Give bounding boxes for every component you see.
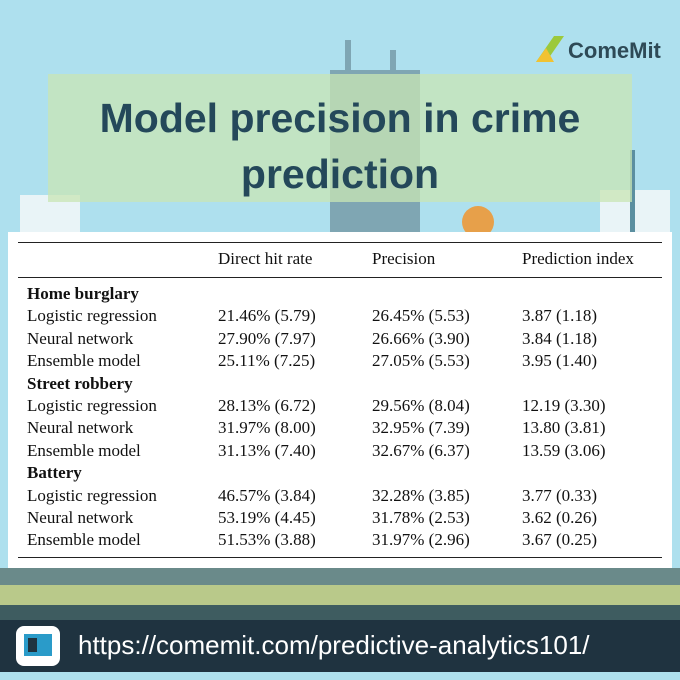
group-row: Home burglary — [8, 284, 672, 306]
cell: Home burglary — [27, 284, 139, 303]
cell: 12.19 (3.30) — [522, 396, 606, 415]
cell: 3.67 (0.25) — [522, 530, 598, 550]
cell: 32.95% (7.39) — [372, 418, 470, 438]
cell: 51.53% (3.88) — [218, 530, 316, 550]
cell: Neural network — [27, 508, 134, 527]
cell: 27.90% (7.97) — [218, 328, 316, 348]
header-row: Direct hit rate Precision Prediction index — [8, 249, 672, 271]
web-icon — [16, 626, 60, 666]
cell: 32.28% (3.85) — [372, 485, 470, 505]
cell: 31.13% (7.40) — [218, 440, 316, 460]
cell: 53.19% (4.45) — [218, 508, 316, 527]
rule — [18, 242, 662, 243]
table-row: Ensemble model 51.53% (3.88) 31.97% (2.96)… — [8, 530, 672, 552]
cell: 13.80 (3.81) — [522, 418, 606, 438]
cell: 3.84 (1.18) — [522, 328, 598, 348]
cell: 32.67% (6.37) — [372, 440, 470, 460]
cell: 3.87 (1.18) — [522, 306, 598, 326]
logo: ComeMit — [534, 32, 674, 68]
group-row: Battery — [8, 463, 672, 485]
table-row: Logistic regression 28.13% (6.72) 29.56% (… — [8, 396, 672, 418]
cell: Ensemble model — [27, 351, 141, 371]
cell: Logistic regression — [27, 396, 157, 415]
group-row: Street robbery — [8, 374, 672, 396]
cell: Ensemble model — [27, 530, 141, 550]
cell: Direct hit rate — [218, 249, 313, 268]
table-row: Neural network 53.19% (4.45) 31.78% (2.53)… — [8, 508, 672, 530]
cell: 26.66% (3.90) — [372, 328, 470, 348]
table-row: Logistic regression 46.57% (3.84) 32.28% (… — [8, 486, 672, 508]
title: Model precision in crime prediction — [99, 95, 581, 197]
cell: Ensemble model — [27, 440, 141, 460]
cell: 31.97% (2.96) — [372, 530, 470, 550]
cell: Neural network — [27, 418, 134, 438]
cell: 3.95 (1.40) — [522, 351, 598, 371]
table-row: Neural network 31.97% (8.00) 32.95% (7.39)… — [8, 418, 672, 440]
table-row: Ensemble model 25.11% (7.25) 27.05% (5.53)… — [8, 351, 672, 373]
cell: 27.05% (5.53) — [372, 351, 470, 371]
url[interactable]: https://comemit.com/predictive-analytics… — [78, 630, 590, 660]
cell: 31.78% (2.53) — [372, 508, 470, 527]
cell: Battery — [27, 463, 82, 483]
rule — [18, 277, 662, 278]
cell: 26.45% (5.53) — [372, 306, 470, 326]
cell: 3.77 (0.33) — [522, 485, 598, 505]
logo-text: ComeMit — [568, 38, 661, 63]
cell: 29.56% (8.04) — [372, 396, 470, 415]
rule — [18, 556, 662, 558]
cell: Logistic regression — [27, 485, 157, 505]
table-row: Ensemble model 31.13% (7.40) 32.67% (6.37)… — [8, 441, 672, 463]
cell: 13.59 (3.06) — [522, 440, 606, 460]
cell: 46.57% (3.84) — [218, 485, 316, 505]
cell: 21.46% (5.79) — [218, 306, 316, 326]
cell: 25.11% (7.25) — [218, 351, 316, 371]
cell: Prediction index — [522, 249, 634, 268]
cell: 28.13% (6.72) — [218, 396, 316, 415]
cell: Neural network — [27, 328, 134, 348]
table-row: Neural network 27.90% (7.97) 26.66% (3.90)… — [8, 329, 672, 351]
footer: https://comemit.com/predictive-analytics… — [0, 620, 680, 672]
cell: 31.97% (8.00) — [218, 418, 316, 438]
logo-icon — [536, 36, 564, 62]
table: Direct hit rate Precision Prediction index… — [8, 232, 672, 568]
cell: Precision — [372, 249, 436, 268]
cell: Logistic regression — [27, 306, 157, 326]
table-row: Logistic regression 21.46% (5.79) 26.45% (… — [8, 306, 672, 328]
title-box — [48, 74, 632, 202]
cell: Street robbery — [27, 373, 133, 393]
cell: 3.62 (0.26) — [522, 508, 598, 527]
